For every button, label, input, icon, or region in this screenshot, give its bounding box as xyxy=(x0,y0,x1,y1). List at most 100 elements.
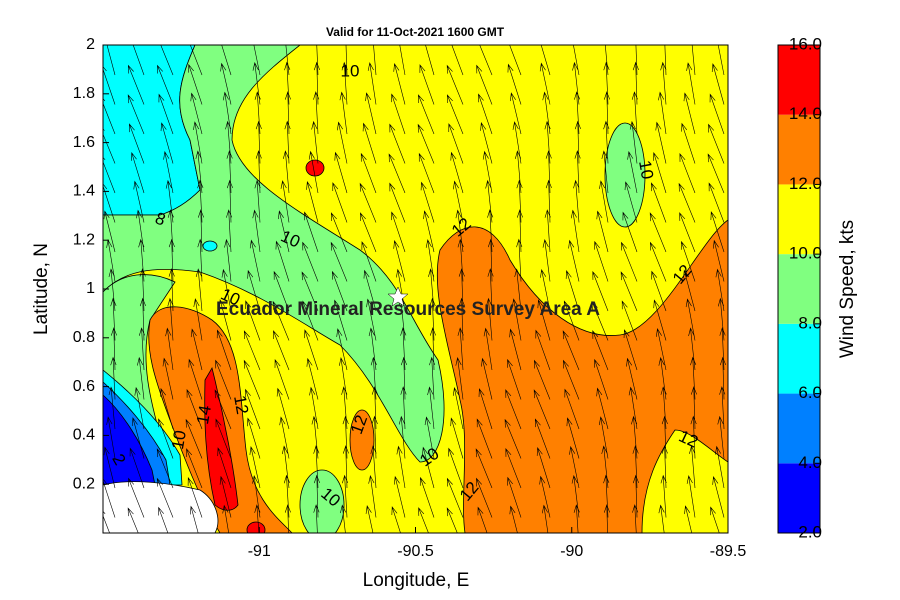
wind-arrow xyxy=(658,91,667,135)
wind-arrow xyxy=(362,122,377,164)
wind-arrow xyxy=(686,62,696,105)
wind-arrow xyxy=(215,359,232,400)
wind-arrow xyxy=(429,297,436,341)
wind-arrow xyxy=(391,506,401,533)
wind-arrow xyxy=(284,504,291,533)
wind-arrow xyxy=(419,64,435,105)
wind-arrow xyxy=(245,388,261,430)
wind-arrow xyxy=(534,418,551,459)
wind-arrow xyxy=(534,359,551,400)
wind-arrow xyxy=(542,238,551,282)
wind-arrow xyxy=(127,94,145,135)
colorbar-band xyxy=(778,184,820,255)
colorbar-label: Wind Speed, kts xyxy=(837,220,858,358)
wind-arrow xyxy=(400,386,407,430)
wind-arrow xyxy=(507,63,522,105)
wind-arrow xyxy=(564,388,580,430)
wind-arrow xyxy=(632,504,639,533)
wind-arrow xyxy=(197,179,204,223)
wind-arrow xyxy=(254,504,261,533)
wind-arrow xyxy=(197,238,204,282)
wind-arrow xyxy=(541,504,549,533)
wind-arrow xyxy=(134,386,145,430)
wind-arrow xyxy=(366,298,377,341)
wind-arrow xyxy=(446,94,464,135)
contour-region xyxy=(349,409,375,471)
wind-arrow xyxy=(684,505,693,533)
wind-arrow xyxy=(689,445,696,489)
wind-arrow xyxy=(193,121,203,164)
wind-arrow xyxy=(481,357,493,400)
wind-arrow xyxy=(660,386,667,430)
colorbar-band xyxy=(778,393,820,464)
wind-arrow xyxy=(683,269,696,312)
wind-arrow xyxy=(361,241,377,282)
x-tick-label: -89.5 xyxy=(710,543,747,560)
wind-arrow xyxy=(629,120,638,164)
wind-arrow xyxy=(341,386,348,430)
wind-arrow xyxy=(391,93,406,135)
wind-arrow xyxy=(283,474,290,518)
wind-arrow xyxy=(652,151,667,194)
wind-arrow xyxy=(313,91,320,135)
wind-arrow xyxy=(592,271,609,312)
wind-arrow xyxy=(664,45,667,76)
colorbar-tick-label: 8.0 xyxy=(798,313,822,332)
contour-region xyxy=(204,366,239,511)
colorbar-band xyxy=(778,114,820,185)
wind-arrow xyxy=(574,150,581,194)
wind-arrow xyxy=(632,445,639,489)
y-tick-label: 1.2 xyxy=(73,231,95,248)
wind-arrow xyxy=(167,209,174,253)
wind-arrow xyxy=(110,327,118,371)
wind-arrow xyxy=(678,182,696,223)
y-tick-label: 0.2 xyxy=(73,475,95,492)
contour-region xyxy=(103,45,445,463)
wind-arrow xyxy=(281,445,290,489)
contour-region xyxy=(246,521,266,533)
wind-arrow xyxy=(131,417,145,459)
wind-arrow xyxy=(139,268,146,312)
wind-arrow xyxy=(253,45,261,76)
wind-arrow xyxy=(683,92,696,135)
wind-arrow xyxy=(446,64,464,105)
wind-arrow xyxy=(514,150,522,194)
wind-arrow xyxy=(631,91,638,135)
wind-arrow xyxy=(603,61,610,105)
wind-arrow xyxy=(103,128,116,164)
wind-arrow xyxy=(476,418,493,459)
wind-arrow xyxy=(679,212,696,253)
wind-arrow xyxy=(336,328,348,371)
wind-arrow xyxy=(103,183,116,223)
wind-arrow xyxy=(603,91,611,135)
wind-arrow xyxy=(566,417,580,459)
wind-arrow xyxy=(516,209,524,253)
wind-arrow xyxy=(187,476,203,518)
wind-arrow xyxy=(158,93,174,135)
wind-arrow xyxy=(574,120,581,164)
wind-arrow xyxy=(388,153,406,194)
wind-arrow xyxy=(331,212,348,253)
wind-arrow xyxy=(655,121,667,164)
wind-arrow xyxy=(284,91,292,135)
wind-arrow xyxy=(711,63,725,105)
wind-arrow xyxy=(680,240,696,282)
wind-arrow xyxy=(308,150,319,194)
wind-arrow xyxy=(601,150,609,194)
wind-arrow xyxy=(622,211,638,253)
y-axis-label: Latitude, N xyxy=(31,243,52,335)
wind-arrow xyxy=(255,120,262,164)
wind-arrow xyxy=(249,446,261,489)
y-tick-label: 0.8 xyxy=(73,329,95,346)
wind-arrow xyxy=(651,270,667,312)
wind-arrow xyxy=(243,330,261,371)
wind-arrow xyxy=(574,91,581,135)
wind-arrow xyxy=(596,210,609,253)
wind-arrow xyxy=(127,507,139,533)
wind-arrow xyxy=(479,45,493,76)
wind-arrow xyxy=(594,240,609,282)
wind-arrow xyxy=(591,300,609,341)
x-tick-label: -91 xyxy=(248,543,271,560)
wind-arrow xyxy=(418,507,429,533)
